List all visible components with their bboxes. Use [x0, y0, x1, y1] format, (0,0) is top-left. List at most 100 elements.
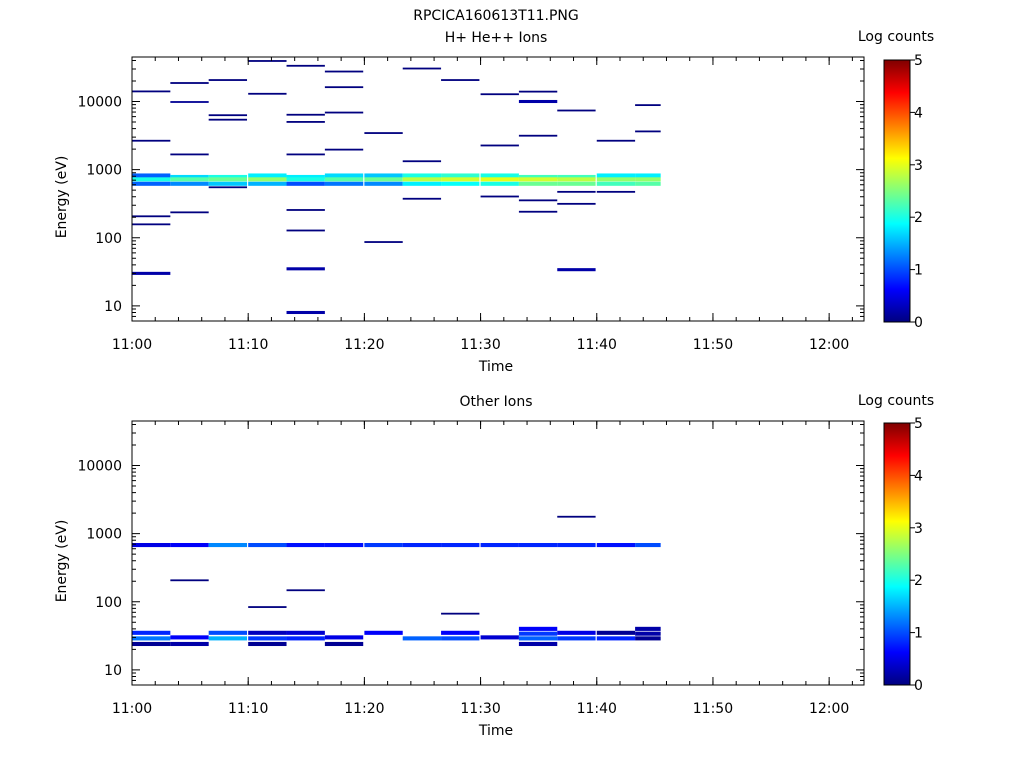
data-cell — [635, 130, 661, 133]
data-cell — [364, 132, 403, 134]
band-cell — [286, 636, 325, 641]
data-cell — [170, 82, 209, 84]
band-cell — [596, 636, 636, 641]
x-tick-label: 11:20 — [344, 337, 384, 353]
band-cell — [364, 181, 403, 186]
panel-h-he-ions: H+ He++ Ions 11:00 11:10 11:20 11:30 11:40 11:… — [54, 29, 934, 375]
band-cell — [132, 542, 171, 548]
data-cell — [518, 199, 558, 202]
data-cell — [518, 134, 558, 137]
colorbar-tick-label: 2 — [914, 573, 923, 589]
band-cell — [132, 173, 171, 178]
band-cell — [364, 173, 403, 178]
band-cell — [248, 173, 287, 178]
figure-title: RPCICA160613T11.PNG — [413, 8, 578, 24]
band-cell — [596, 173, 636, 178]
data-cell — [324, 148, 364, 151]
band-cell — [635, 631, 661, 636]
data-cell — [596, 190, 636, 193]
band-cell — [596, 630, 636, 635]
data-cell — [286, 267, 325, 271]
data-cell — [286, 64, 325, 67]
band-cell — [402, 181, 442, 186]
x-axis-label: Time — [478, 359, 513, 375]
x-tick-label: 11:50 — [693, 701, 733, 717]
band-cell — [248, 636, 287, 641]
colorbar-tick-label: 5 — [914, 53, 923, 69]
y-tick-label: 10 — [104, 663, 122, 679]
data-cell — [208, 114, 248, 117]
band-cell — [132, 181, 171, 186]
y-tick-label: 1000 — [86, 163, 122, 179]
x-tick-label: 11:30 — [460, 701, 500, 717]
band-cell — [557, 181, 596, 186]
band-cell — [286, 174, 325, 180]
plot-frame — [131, 420, 865, 686]
colorbar-tick-label: 4 — [914, 468, 923, 484]
data-cell — [132, 223, 171, 226]
band-cell — [557, 636, 596, 641]
data-cell — [596, 139, 636, 142]
band-cell — [518, 181, 558, 186]
x-tick-label: 11:10 — [228, 701, 268, 717]
band-cell — [480, 635, 519, 640]
colorbar-label: Log counts — [858, 393, 934, 409]
band-cell — [557, 174, 596, 180]
band-cell — [441, 173, 480, 178]
data-cell — [248, 606, 287, 608]
band-cell — [208, 630, 248, 635]
band-cell — [170, 641, 209, 647]
y-tick-label: 100 — [95, 595, 122, 611]
band-cell — [480, 173, 519, 178]
data-cell — [324, 70, 364, 73]
data-cell — [557, 202, 596, 205]
band-cell — [402, 636, 442, 641]
band-cell — [170, 177, 209, 182]
data-cell — [132, 271, 171, 275]
band-cell — [441, 630, 480, 635]
data-cell — [208, 118, 248, 121]
band-cell — [248, 542, 287, 548]
band-cell — [596, 542, 636, 548]
colorbar: Log counts 0 1 2 3 4 5 — [858, 393, 934, 694]
band-cell — [170, 542, 209, 548]
band-cell — [132, 177, 171, 182]
data-cell — [286, 209, 325, 211]
data-cell — [170, 153, 209, 156]
colorbar-gradient — [883, 422, 911, 686]
band-cell — [170, 174, 209, 180]
band-cell — [208, 181, 248, 186]
data-cell — [557, 515, 596, 518]
band-cell — [635, 181, 661, 186]
band-cell — [518, 542, 558, 548]
band-cell — [480, 177, 519, 182]
colorbar-gradient — [883, 59, 911, 323]
panel-other-ions: Other Ions 11:00 11:10 11:20 11:30 11:40 11:50… — [54, 393, 934, 739]
data-cell — [635, 104, 661, 107]
y-tick-label: 10000 — [77, 95, 122, 111]
band-cell — [480, 542, 519, 548]
band-cell — [286, 630, 325, 635]
x-tick-label: 12:00 — [809, 701, 849, 717]
y-axis-label: Energy (eV) — [54, 156, 70, 239]
band-cell — [441, 181, 480, 186]
data-cell — [170, 211, 209, 214]
band-cell — [635, 173, 661, 178]
band-cell — [402, 542, 442, 548]
band-cell — [364, 542, 403, 548]
data-cell — [557, 268, 596, 272]
band-cell — [248, 641, 287, 647]
band-cell — [402, 173, 442, 178]
band-cell — [324, 542, 364, 548]
band-cell — [596, 181, 636, 186]
band-cell — [170, 635, 209, 640]
band-cell — [364, 630, 403, 635]
x-tick-label: 11:10 — [228, 337, 268, 353]
data-cell — [208, 79, 248, 81]
y-tick-label: 100 — [95, 231, 122, 247]
data-cell — [286, 310, 325, 315]
colorbar-tick-label: 1 — [914, 626, 923, 642]
x-tick-label: 12:00 — [809, 337, 849, 353]
data-cell — [557, 109, 596, 112]
